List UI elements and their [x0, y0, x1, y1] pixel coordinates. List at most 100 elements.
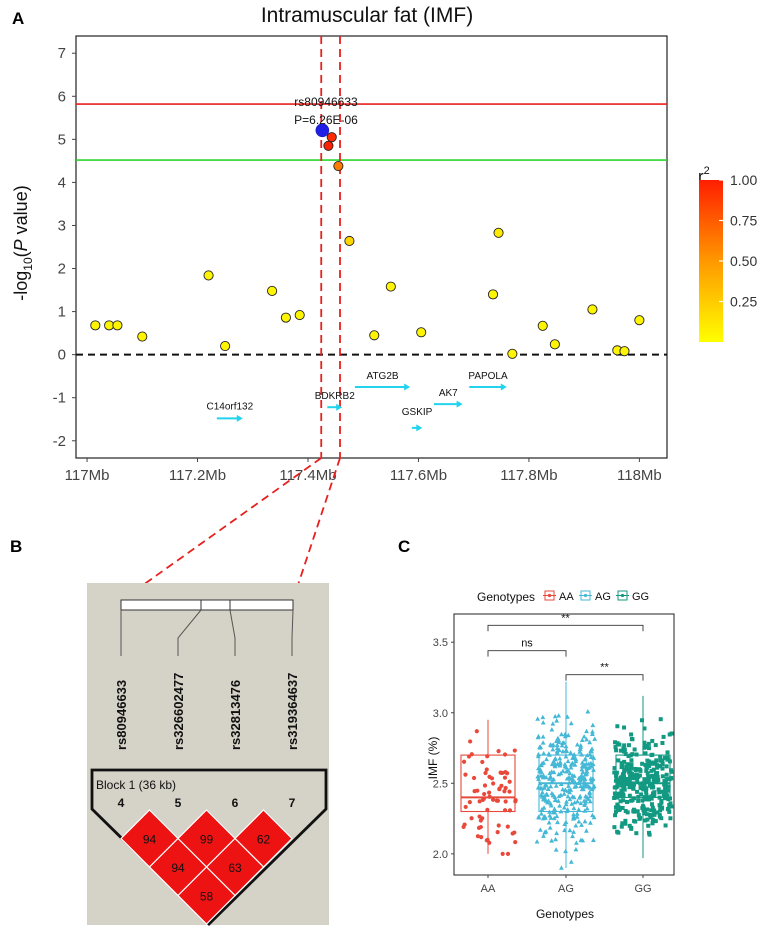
data-point — [538, 762, 544, 767]
data-point — [613, 778, 618, 783]
data-point — [626, 754, 631, 759]
data-point — [563, 754, 569, 759]
panel-a-ytick-label: -1 — [53, 390, 66, 407]
data-point — [664, 793, 669, 798]
data-point — [589, 786, 595, 792]
data-point — [510, 831, 515, 836]
data-point — [612, 791, 617, 796]
data-point — [647, 832, 652, 837]
panel-label-a: A — [12, 9, 24, 28]
data-point — [563, 765, 569, 770]
data-point — [558, 770, 564, 776]
data-point — [556, 793, 562, 799]
panel-a-ylabel: -log10(P value) — [11, 185, 35, 300]
data-point — [620, 805, 625, 810]
data-point — [637, 816, 642, 821]
data-point — [665, 757, 670, 762]
data-point — [562, 733, 568, 739]
colorbar-tick-label: 0.50 — [730, 253, 757, 269]
data-point — [579, 752, 585, 757]
data-point — [551, 815, 557, 821]
data-point — [550, 746, 556, 752]
data-point — [582, 764, 588, 769]
data-point — [623, 752, 628, 757]
data-point — [547, 770, 553, 776]
data-point — [557, 761, 563, 766]
data-point — [557, 756, 563, 761]
data-point — [505, 824, 510, 829]
data-point — [502, 808, 508, 813]
data-point — [541, 760, 547, 765]
snp-point — [280, 312, 291, 323]
data-point — [560, 786, 566, 792]
ld-position-bar — [120, 599, 294, 611]
data-point — [540, 740, 546, 745]
data-point — [563, 848, 568, 854]
data-point — [635, 779, 640, 784]
data-point — [660, 805, 665, 810]
data-point — [588, 754, 594, 759]
data-point — [629, 762, 634, 767]
snp-connector — [177, 609, 202, 656]
data-point — [538, 792, 544, 797]
data-point — [537, 744, 543, 750]
snp-point — [369, 330, 380, 341]
data-point — [625, 764, 630, 769]
panel-b-ld-block: rs80946633 rs326602477 rs32813476 rs3193646… — [90, 599, 328, 926]
data-point — [646, 741, 651, 746]
data-point — [461, 759, 467, 764]
data-point — [568, 750, 574, 755]
panel-a-xtick-label: 117Mb — [65, 467, 110, 484]
data-point — [668, 816, 673, 821]
data-point — [642, 795, 647, 800]
gene-label: GSKIP — [402, 407, 433, 418]
colorbar-tick-label: 0.75 — [730, 213, 757, 229]
data-point — [554, 745, 560, 751]
data-point — [552, 810, 558, 815]
data-point — [584, 752, 590, 758]
snp-point — [333, 160, 344, 172]
ld-marker-number: 5 — [175, 796, 182, 810]
snp-name-label: rs32813476 — [228, 680, 243, 750]
snp-point — [294, 309, 305, 321]
data-point — [562, 761, 568, 767]
data-point — [662, 755, 667, 760]
data-point — [646, 796, 651, 801]
data-point — [618, 775, 623, 780]
data-point — [655, 775, 660, 780]
data-point — [496, 748, 501, 754]
data-point — [621, 793, 626, 798]
data-point — [563, 743, 569, 749]
data-point — [649, 794, 654, 799]
data-point — [487, 774, 492, 779]
data-point — [613, 805, 618, 810]
data-point — [589, 746, 595, 751]
significance-bracket — [487, 624, 644, 632]
data-point — [626, 743, 631, 748]
data-point — [541, 814, 547, 820]
data-point — [650, 785, 655, 790]
data-point — [648, 813, 653, 818]
panel-c-xtick-label: AA — [481, 883, 496, 895]
data-point — [538, 811, 544, 816]
data-point — [550, 721, 556, 726]
data-point — [571, 811, 576, 817]
data-point — [554, 738, 559, 743]
data-point — [547, 809, 552, 814]
data-point — [582, 818, 588, 824]
colorbar-tick-label: 0.25 — [730, 294, 757, 310]
data-point — [566, 776, 572, 781]
data-point — [572, 762, 578, 767]
data-point — [541, 793, 547, 799]
gene-arrow-head — [336, 403, 343, 411]
data-point — [631, 809, 636, 814]
data-point — [484, 767, 489, 772]
data-point — [579, 786, 585, 792]
data-point — [590, 775, 596, 781]
data-point — [653, 743, 658, 748]
data-point — [659, 758, 664, 763]
data-point — [651, 767, 656, 772]
data-point — [584, 806, 590, 811]
data-point — [558, 808, 564, 814]
data-point — [507, 808, 513, 813]
